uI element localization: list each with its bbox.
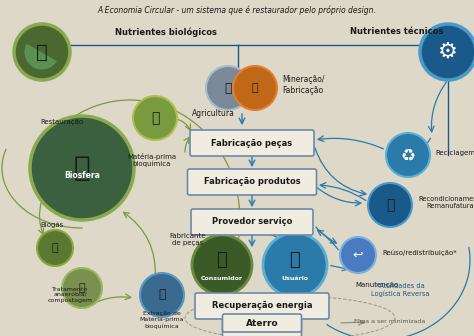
Text: Consumidor: Consumidor [201, 276, 243, 281]
Circle shape [368, 183, 412, 227]
Text: 💻: 💻 [290, 251, 301, 269]
Text: ♻: ♻ [401, 146, 415, 164]
FancyBboxPatch shape [188, 169, 317, 195]
Text: Nutrientes técnicos: Nutrientes técnicos [350, 28, 443, 37]
Text: *Atividades da
Logística Reversa: *Atividades da Logística Reversa [371, 283, 429, 297]
Text: Biogás: Biogás [40, 222, 64, 228]
Text: 🌍: 🌍 [73, 154, 91, 182]
Text: Mineração/
Fabricação: Mineração/ Fabricação [282, 75, 325, 95]
Circle shape [386, 133, 430, 177]
Circle shape [340, 237, 376, 273]
Text: 🏗: 🏗 [224, 82, 232, 94]
FancyBboxPatch shape [190, 130, 314, 156]
Text: A Economia Circular - um sistema que é restaurador pelo próprio design.: A Economia Circular - um sistema que é r… [98, 5, 376, 15]
Text: 🌿: 🌿 [36, 42, 48, 61]
FancyBboxPatch shape [191, 209, 313, 235]
Text: Manutenção: Manutenção [355, 282, 398, 288]
Circle shape [233, 66, 277, 110]
Text: 🌿: 🌿 [79, 283, 85, 293]
Text: Fabricação produtos: Fabricação produtos [204, 177, 301, 186]
Circle shape [133, 96, 177, 140]
Text: 🧪: 🧪 [158, 289, 166, 301]
Wedge shape [24, 43, 57, 70]
Text: Biosfera: Biosfera [64, 170, 100, 179]
Circle shape [263, 233, 327, 297]
Circle shape [140, 273, 184, 317]
Text: 🌾: 🌾 [151, 111, 159, 125]
Text: 🚛: 🚛 [252, 83, 258, 93]
Text: Aterro: Aterro [246, 319, 278, 328]
Circle shape [62, 268, 102, 308]
Text: 🏭: 🏭 [386, 198, 394, 212]
Circle shape [37, 230, 73, 266]
FancyBboxPatch shape [195, 293, 329, 319]
Circle shape [192, 235, 252, 295]
FancyBboxPatch shape [222, 318, 301, 336]
Text: Recuperação energia: Recuperação energia [212, 301, 312, 310]
Text: 🏭: 🏭 [217, 251, 228, 269]
Text: Provedor serviço: Provedor serviço [212, 217, 292, 226]
Text: Reúso/redistribuição*: Reúso/redistribuição* [382, 250, 456, 256]
Text: 🔥: 🔥 [52, 243, 58, 253]
Text: Agricultura: Agricultura [192, 110, 235, 119]
Text: Tratamento
anaeróbia/
compostagem: Tratamento anaeróbia/ compostagem [48, 287, 93, 303]
Text: ⚙: ⚙ [438, 42, 458, 62]
Text: Restauração: Restauração [40, 119, 83, 125]
Text: Fabricante
de peças: Fabricante de peças [170, 234, 206, 247]
Circle shape [206, 66, 250, 110]
Text: Matéria-prima
bioquímica: Matéria-prima bioquímica [128, 153, 176, 167]
FancyBboxPatch shape [222, 314, 301, 332]
Circle shape [420, 24, 474, 80]
Text: Recondicionamento/
Remanufatura*: Recondicionamento/ Remanufatura* [418, 196, 474, 209]
Text: Usuário: Usuário [282, 276, 309, 281]
Text: Nutrientes biológicos: Nutrientes biológicos [115, 27, 217, 37]
Text: Fuga a ser minimizada: Fuga a ser minimizada [355, 320, 426, 325]
Circle shape [14, 24, 70, 80]
Text: Fabricação peças: Fabricação peças [211, 138, 292, 148]
Text: Reciclagem*: Reciclagem* [435, 150, 474, 156]
Text: ↩: ↩ [353, 249, 363, 261]
Circle shape [30, 116, 134, 220]
Text: Extração de
Matéria-prima
bioquímica: Extração de Matéria-prima bioquímica [140, 311, 184, 329]
